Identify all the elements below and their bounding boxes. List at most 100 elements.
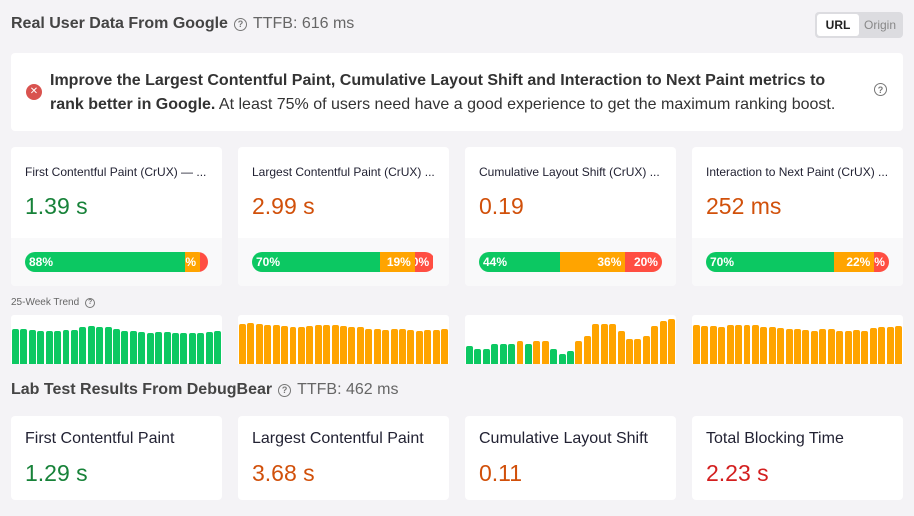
trend-bar (54, 330, 62, 364)
trend-bar (550, 348, 558, 364)
trend-bar (373, 328, 381, 364)
metric-value: 3.68 s (252, 460, 315, 486)
dist-segment-r (200, 252, 208, 272)
rum-header: Real User Data From Google ? TTFB: 616 m… (11, 15, 354, 33)
trend-bar (886, 326, 894, 364)
trend-label: 25-Week Trend? (11, 297, 96, 308)
trend-bar (592, 324, 600, 364)
trend-chart (11, 315, 222, 364)
trend-bar (247, 322, 255, 364)
trend-bar (214, 330, 222, 364)
trend-bar (878, 326, 886, 364)
dist-segment-g: 70% (706, 252, 835, 272)
trend-bar (659, 321, 667, 364)
distribution-bar: 70%19%10% (252, 252, 435, 272)
trend-bar (306, 325, 314, 364)
dist-segment-o: 36% (559, 252, 626, 272)
help-icon[interactable]: ? (85, 297, 96, 308)
metric-label: Cumulative Layout Shift (CrUX) ... (479, 165, 660, 179)
trend-bar (62, 329, 70, 364)
trend-bar (743, 324, 751, 364)
error-icon: ✕ (26, 84, 42, 100)
trend-bar (474, 348, 482, 364)
lab-metric-card[interactable]: Total Blocking Time 2.23 s (692, 416, 903, 500)
trend-bar (272, 324, 280, 364)
trend-bar (172, 332, 179, 364)
trend-bar (794, 328, 801, 364)
trend-bar (424, 329, 432, 364)
trend-bar (121, 330, 129, 364)
trend-bar (701, 325, 709, 364)
metric-label: Largest Contentful Paint (CrUX) ... (252, 165, 435, 179)
toggle-origin[interactable]: Origin (863, 18, 896, 32)
trend-bar (382, 329, 390, 364)
trend-bar (297, 326, 305, 364)
trend-bar (575, 340, 583, 364)
dist-segment-r: 20% (625, 252, 662, 272)
trend-bar (693, 324, 700, 364)
metric-label: First Contentful Paint (25, 430, 175, 447)
trend-bar (281, 325, 289, 364)
trend-bar (567, 350, 574, 364)
trend-bar (340, 325, 347, 364)
help-icon[interactable]: ? (278, 383, 292, 397)
trend-bar (20, 328, 28, 364)
trend-label-text: 25-Week Trend (11, 297, 80, 308)
trend-chart (692, 315, 903, 364)
trend-bar (508, 344, 516, 364)
trend-bar (432, 329, 440, 364)
trend-bar (28, 329, 36, 364)
trend-bar (255, 323, 263, 364)
rum-title: Real User Data From Google (11, 15, 228, 32)
crux-metric-card[interactable]: First Contentful Paint (CrUX) — ... 1.39… (11, 147, 222, 286)
trend-bar (491, 344, 499, 364)
metric-value: 1.39 s (25, 193, 88, 219)
crux-metric-card[interactable]: Interaction to Next Paint (CrUX) ... 252… (692, 147, 903, 286)
metric-value: 2.99 s (252, 193, 315, 219)
trend-bar (441, 328, 449, 364)
crux-metric-card[interactable]: Cumulative Layout Shift (CrUX) ... 0.19 … (465, 147, 676, 286)
lab-metric-card[interactable]: First Contentful Paint 1.29 s (11, 416, 222, 500)
trend-bar (482, 348, 490, 364)
lab-header: Lab Test Results From DebugBear ? TTFB: … (11, 381, 398, 399)
trend-bar (365, 328, 373, 364)
help-icon[interactable]: ? (233, 17, 247, 31)
metric-label: Interaction to Next Paint (CrUX) ... (706, 165, 889, 179)
crux-metric-card[interactable]: Largest Contentful Paint (CrUX) ... 2.99… (238, 147, 449, 286)
metric-label: First Contentful Paint (CrUX) — ... (25, 165, 207, 179)
trend-bar (709, 325, 717, 364)
metric-value: 0.11 (479, 460, 523, 486)
trend-bar (768, 326, 776, 364)
metric-value: 1.29 s (25, 460, 88, 486)
metric-label: Largest Contentful Paint (252, 430, 424, 447)
trend-bar (499, 344, 507, 364)
alert-text: At least 75% of users need have a good e… (215, 96, 836, 113)
ranking-alert: ✕ Improve the Largest Contentful Paint, … (11, 53, 903, 131)
lab-metric-card[interactable]: Largest Contentful Paint 3.68 s (238, 416, 449, 500)
dist-segment-o: 22% (834, 252, 875, 272)
trend-bar (138, 331, 146, 364)
trend-bar (726, 324, 734, 364)
trend-bar (802, 329, 810, 364)
trend-bar (239, 323, 246, 364)
trend-bar (323, 324, 331, 364)
trend-bar (289, 326, 297, 364)
rum-ttfb: TTFB: 616 ms (252, 15, 355, 32)
trend-bar (609, 324, 617, 364)
trend-bar (399, 328, 406, 364)
toggle-url[interactable]: URL (817, 14, 859, 36)
dist-segment-g: 88% (25, 252, 186, 272)
trend-bar (583, 336, 591, 364)
trend-bar (45, 330, 53, 364)
trend-bar (718, 326, 726, 364)
dist-segment-g: 44% (479, 252, 560, 272)
trend-bar (356, 327, 364, 364)
metric-label: Cumulative Layout Shift (479, 430, 648, 447)
lab-metric-card[interactable]: Cumulative Layout Shift 0.11 (465, 416, 676, 500)
help-icon[interactable]: ? (874, 83, 887, 96)
trend-bar (516, 340, 524, 364)
url-origin-toggle[interactable]: URL Origin (815, 12, 903, 38)
trend-bar (180, 332, 188, 364)
metric-value: 2.23 s (706, 460, 769, 486)
trend-bar (264, 324, 272, 364)
